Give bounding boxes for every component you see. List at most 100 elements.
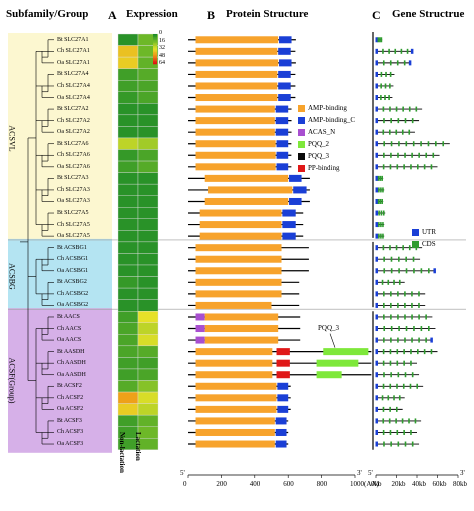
gene-cds-exon — [423, 164, 426, 170]
gene-legend-label-utr: UTR — [422, 228, 436, 236]
gene-utr5-1 — [375, 48, 378, 54]
gene-cds-exon — [378, 210, 380, 216]
gene-utr5-29 — [375, 372, 378, 378]
protein-domain-amp-binding — [195, 82, 278, 90]
gene-utr3-2 — [408, 60, 412, 66]
color-scale-segment — [153, 52, 157, 54]
gene-label-26: Oa AACS — [57, 337, 82, 344]
heatmap-cell — [117, 103, 139, 116]
gene-cds-exon — [425, 152, 428, 158]
gene-utr5-20 — [375, 268, 378, 274]
heatmap-cell — [117, 345, 139, 358]
protein-domain-amp-binding — [195, 151, 276, 159]
gene-label-35: Oa ACSF3 — [57, 441, 84, 448]
gene-cds-exon — [396, 349, 399, 355]
gene-label-34: Ch ACSF3 — [57, 429, 84, 436]
protein-domain-amp-binding — [195, 47, 278, 55]
heatmap-cell — [137, 253, 159, 266]
gene-cds-exon — [418, 152, 420, 158]
color-scale-tick-1: 16 — [159, 37, 165, 44]
gene-label-21: Bt ACSBG2 — [57, 279, 87, 286]
gene-cds-exon — [411, 372, 414, 378]
heatmap-cell — [137, 114, 159, 127]
gene-cds-exon — [381, 395, 384, 401]
gene-cds-exon — [381, 175, 383, 181]
gene-cds-exon — [383, 441, 385, 447]
heatmap-cell — [137, 345, 159, 358]
gene-cds-exon — [397, 118, 400, 124]
gene-cds-exon — [398, 279, 401, 285]
protein-domain-amp-binding-c — [276, 163, 289, 171]
legend-swatch-amp-binding — [298, 105, 305, 112]
gene-cds-exon — [402, 245, 404, 251]
heatmap-cell — [117, 322, 139, 335]
gene-cds-exon — [403, 429, 405, 435]
gene-cds-exon — [405, 326, 408, 332]
gene-cds-exon — [395, 245, 398, 251]
gene-cds-exon — [408, 245, 411, 251]
gene-cds-exon — [379, 175, 382, 181]
color-scale-segment — [153, 58, 157, 60]
gene-cds-exon — [404, 118, 407, 124]
heatmap-cell — [117, 380, 139, 393]
color-scale-segment — [153, 61, 157, 63]
gene-label-16: Ch SLC27A5 — [57, 221, 90, 228]
gene-five-prime: 5' — [368, 469, 373, 477]
heatmap-cell — [117, 241, 139, 254]
protein-domain-amp-binding-c — [282, 221, 296, 229]
protein-domain-amp-binding — [199, 221, 282, 229]
color-scale-tick-2: 32 — [159, 45, 165, 51]
protein-domain-acas-n — [195, 336, 205, 344]
protein-domain-amp-binding-c — [279, 36, 292, 44]
gene-cds-exon — [382, 210, 385, 216]
gene-cds-exon — [398, 268, 400, 274]
gene-cds-exon — [405, 268, 408, 274]
gene-cds-exon — [389, 383, 392, 389]
gene-cds-exon — [408, 106, 411, 112]
legend-label-pqq-2: PQQ_2 — [308, 140, 330, 148]
protein-domain-amp-binding-c — [275, 105, 289, 113]
gene-cds-exon — [403, 164, 405, 170]
protein-domain-amp-binding — [195, 290, 282, 298]
gene-cds-exon — [397, 372, 400, 378]
heatmap-cell — [117, 299, 139, 312]
color-scale-segment — [153, 34, 157, 36]
gene-three-prime: 3' — [460, 469, 465, 477]
expr-col-label-lactation: Lactation — [134, 432, 142, 461]
group-panel-1 — [8, 238, 112, 315]
heatmap-cell — [117, 276, 139, 289]
gene-cds-exon — [425, 337, 427, 343]
gene-utr5-32 — [375, 406, 378, 412]
heatmap-cell — [137, 276, 159, 289]
gene-utr5-35 — [375, 441, 378, 447]
heatmap-cell — [137, 183, 159, 196]
gene-cds-exon — [394, 48, 397, 54]
gene-cds-exon — [390, 268, 393, 274]
panel-c-letter: C — [372, 8, 381, 22]
protein-domain-amp-binding-c — [277, 405, 289, 413]
gene-utr5-28 — [375, 360, 378, 366]
heatmap-cell — [137, 207, 159, 220]
gene-label-19: Ch ACSBG1 — [57, 256, 89, 263]
protein-domain-pp-binding — [276, 348, 290, 356]
gene-label-0: Bt SLC27A1 — [57, 36, 89, 43]
protein-domain-amp-binding — [195, 417, 275, 425]
gene-label-18: Bt ACSBG1 — [57, 244, 87, 251]
gene-cds-exon — [404, 372, 407, 378]
protein-domain-pqq-2 — [323, 348, 369, 356]
color-scale-segment — [153, 43, 157, 45]
heatmap-cell — [117, 114, 139, 127]
gene-cds-exon — [427, 141, 430, 147]
gene-cds-exon — [414, 418, 417, 424]
heatmap-cell — [117, 33, 139, 46]
gene-label-5: Oa SLC27A4 — [57, 94, 90, 101]
gene-utr5-30 — [375, 383, 378, 389]
gene-cds-exon — [383, 141, 385, 147]
gene-utr5-24 — [375, 314, 378, 320]
gene-utr5-10 — [375, 152, 378, 158]
gene-utr3-1 — [410, 48, 414, 54]
gene-cds-exon — [390, 141, 393, 147]
color-scale-segment — [153, 47, 157, 50]
legend-swatch-pp-binding — [298, 165, 305, 172]
protein-domain-amp-binding — [204, 197, 289, 205]
